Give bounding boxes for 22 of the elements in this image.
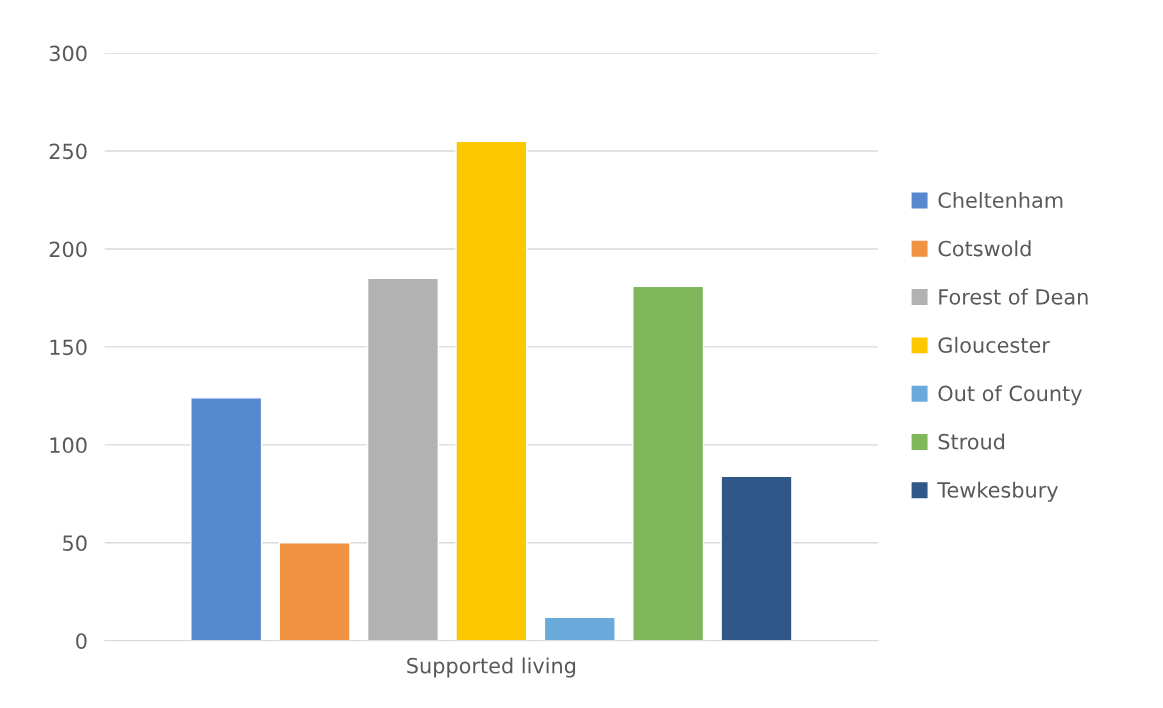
y-tick-label: 150 (50, 339, 87, 356)
legend-label: Out of County (938, 385, 1082, 406)
bar (455, 140, 528, 641)
bar (632, 285, 705, 641)
bar (366, 277, 440, 641)
y-tick-label: 250 (49, 143, 87, 160)
legend-label: Stroud (938, 433, 1005, 450)
legend-label: Gloucester (938, 336, 1050, 353)
x-tick-label: Supported living (407, 657, 576, 678)
legend-label: Tewkesbury (937, 481, 1059, 502)
bar (190, 397, 263, 641)
y-tick-label: 300 (49, 45, 87, 62)
legend-label: Cotswold (938, 240, 1031, 257)
bar (543, 616, 616, 641)
y-tick-label: 100 (50, 437, 87, 454)
legend-label: Cheltenham (938, 191, 1063, 209)
y-tick-label: 0 (76, 633, 87, 649)
y-tick-label: 200 (49, 241, 87, 258)
legend-label: Forest of Dean (939, 288, 1088, 305)
bar (720, 475, 793, 641)
y-tick-label: 50 (63, 535, 87, 552)
bar (278, 542, 351, 641)
